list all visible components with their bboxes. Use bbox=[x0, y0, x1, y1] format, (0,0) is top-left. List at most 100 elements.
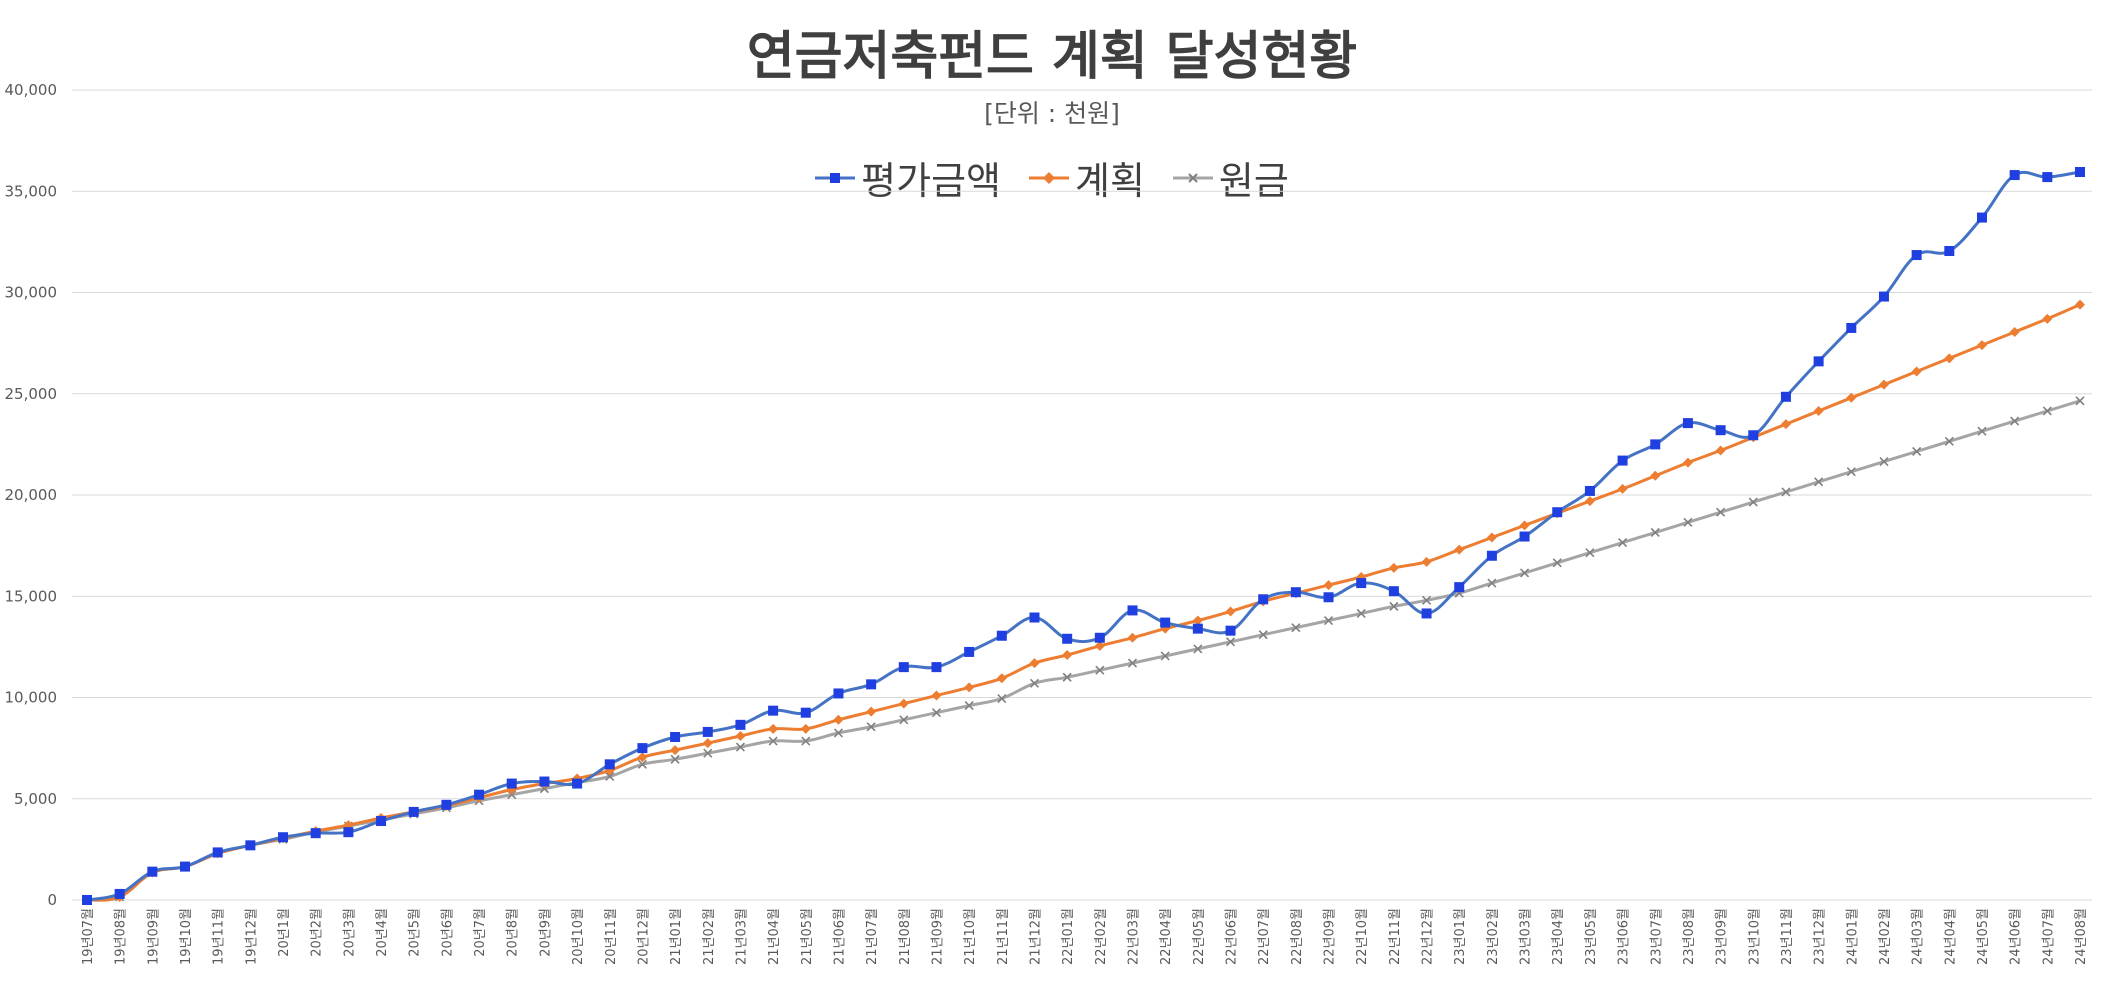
x-tick-label: 22년04월 bbox=[1159, 908, 1174, 965]
data-point-계획 bbox=[1486, 532, 1497, 543]
data-point-평가금액 bbox=[539, 776, 550, 787]
data-point-평가금액 bbox=[833, 688, 844, 699]
data-point-원금 bbox=[1879, 457, 1889, 467]
data-point-계획 bbox=[866, 706, 877, 717]
data-point-계획 bbox=[735, 730, 746, 741]
x-tick-label: 22년09월 bbox=[1323, 908, 1338, 965]
data-point-원금 bbox=[1650, 527, 1660, 538]
chart-title: 연금저축펀드 계획 달성현황 bbox=[746, 27, 1358, 87]
data-point-평가금액 bbox=[572, 778, 583, 789]
x-tick-label: 22년06월 bbox=[1225, 908, 1240, 965]
data-point-계획 bbox=[2075, 299, 2085, 310]
data-point-계획 bbox=[1911, 366, 1922, 377]
data-point-평가금액 bbox=[1258, 594, 1269, 605]
x-tick-label: 21년10월 bbox=[963, 908, 978, 965]
data-point-평가금액 bbox=[1519, 531, 1530, 542]
data-point-평가금액 bbox=[343, 827, 354, 838]
data-point-평가금액 bbox=[637, 743, 648, 754]
data-point-평가금액 bbox=[768, 705, 779, 716]
x-tick-label: 24년03월 bbox=[1911, 908, 1926, 965]
x-tick-label: 20년1월 bbox=[277, 908, 292, 957]
data-point-계획 bbox=[2042, 313, 2053, 324]
data-point-평가금액 bbox=[1846, 322, 1857, 333]
data-point-원금 bbox=[1029, 678, 1040, 688]
data-point-계획 bbox=[1682, 457, 1693, 468]
x-tick-label: 20년2월 bbox=[310, 908, 325, 957]
data-point-평가금액 bbox=[408, 806, 419, 817]
x-tick-label: 23년06월 bbox=[1617, 908, 1632, 965]
x-tick-label: 20년6월 bbox=[440, 908, 455, 957]
data-point-계획 bbox=[1029, 658, 1040, 669]
data-point-평가금액 bbox=[1976, 212, 1987, 223]
x-tick-label: 21년06월 bbox=[832, 908, 847, 965]
data-point-원금 bbox=[1585, 548, 1595, 558]
data-point-평가금액 bbox=[245, 840, 256, 851]
data-point-원금 bbox=[2075, 396, 2085, 406]
chart-subtitle: [단위 : 천원] bbox=[984, 99, 1120, 128]
data-point-원금 bbox=[703, 748, 713, 758]
x-tick-label: 20년7월 bbox=[473, 908, 488, 957]
x-tick-label: 19년08월 bbox=[114, 908, 129, 965]
data-point-계획 bbox=[1780, 419, 1791, 430]
x-tick-label: 23년09월 bbox=[1715, 908, 1730, 965]
data-point-계획 bbox=[833, 714, 844, 725]
data-point-계획 bbox=[1127, 632, 1138, 643]
data-point-계획 bbox=[1650, 470, 1661, 481]
data-point-원금 bbox=[1944, 436, 1954, 446]
data-point-계획 bbox=[1323, 580, 1334, 591]
x-tick-label: 21년01월 bbox=[669, 908, 684, 965]
data-point-계획 bbox=[1813, 405, 1824, 416]
data-point-원금 bbox=[1160, 651, 1170, 661]
x-tick-label: 22년12월 bbox=[1421, 908, 1436, 965]
x-tick-label: 20년4월 bbox=[375, 908, 390, 957]
data-point-계획 bbox=[1878, 379, 1889, 390]
x-tick-label: 24년04월 bbox=[1943, 908, 1958, 965]
legend: 평가금액 계획 원금 bbox=[0, 150, 2104, 205]
y-tick-label: 20,000 bbox=[5, 486, 58, 504]
x-tick-label: 24년02월 bbox=[1878, 908, 1893, 965]
x-tick-label: 22년11월 bbox=[1388, 908, 1403, 965]
data-point-평가금액 bbox=[1911, 250, 1922, 261]
data-point-계획 bbox=[1388, 562, 1399, 573]
data-point-평가금액 bbox=[2009, 170, 2020, 181]
legend-swatch-평가금액 bbox=[815, 172, 856, 183]
x-tick-label: 19년11월 bbox=[212, 908, 227, 965]
x-tick-label: 23년10월 bbox=[1747, 908, 1762, 965]
legend-label-원금: 원금 bbox=[1218, 159, 1289, 203]
x-tick-label: 22년08월 bbox=[1290, 908, 1305, 965]
data-point-계획 bbox=[931, 690, 942, 701]
data-point-계획 bbox=[964, 682, 975, 693]
data-point-평가금액 bbox=[702, 726, 713, 737]
x-tick-label: 21년05월 bbox=[800, 908, 815, 965]
legend-swatch-원금 bbox=[1172, 172, 1213, 183]
data-point-계획 bbox=[1094, 640, 1105, 651]
legend-item-평가금액: 평가금액 bbox=[815, 150, 1001, 205]
data-point-평가금액 bbox=[1323, 592, 1334, 603]
data-point-계획 bbox=[996, 673, 1007, 684]
y-tick-label: 0 bbox=[47, 891, 57, 909]
data-point-평가금액 bbox=[1584, 485, 1595, 496]
data-point-원금 bbox=[1127, 658, 1138, 668]
data-point-원금 bbox=[2042, 406, 2052, 416]
data-point-원금 bbox=[1389, 601, 1399, 611]
x-tick-label: 23년08월 bbox=[1682, 908, 1697, 965]
data-point-평가금액 bbox=[898, 662, 909, 673]
data-point-원금 bbox=[1062, 672, 1072, 682]
data-point-평가금액 bbox=[180, 861, 191, 872]
data-point-평가금액 bbox=[1062, 633, 1073, 644]
x-tick-label: 23년02월 bbox=[1486, 908, 1501, 965]
legend-label-계획: 계획 bbox=[1075, 159, 1145, 203]
x-tick-label: 20년9월 bbox=[538, 908, 553, 957]
data-point-계획 bbox=[1715, 445, 1726, 456]
x-tick-label: 19년12월 bbox=[244, 908, 259, 965]
y-tick-label: 30,000 bbox=[5, 284, 58, 302]
data-point-평가금액 bbox=[670, 731, 681, 742]
x-tick-label: 24년05월 bbox=[1976, 908, 1991, 965]
legend-swatch-계획 bbox=[1029, 171, 1069, 184]
data-point-계획 bbox=[1846, 392, 1857, 403]
legend-item-원금: 원금 bbox=[1172, 150, 1289, 205]
data-point-계획 bbox=[1617, 483, 1628, 494]
data-point-평가금액 bbox=[964, 646, 975, 657]
x-tick-label: 21년11월 bbox=[996, 908, 1011, 965]
